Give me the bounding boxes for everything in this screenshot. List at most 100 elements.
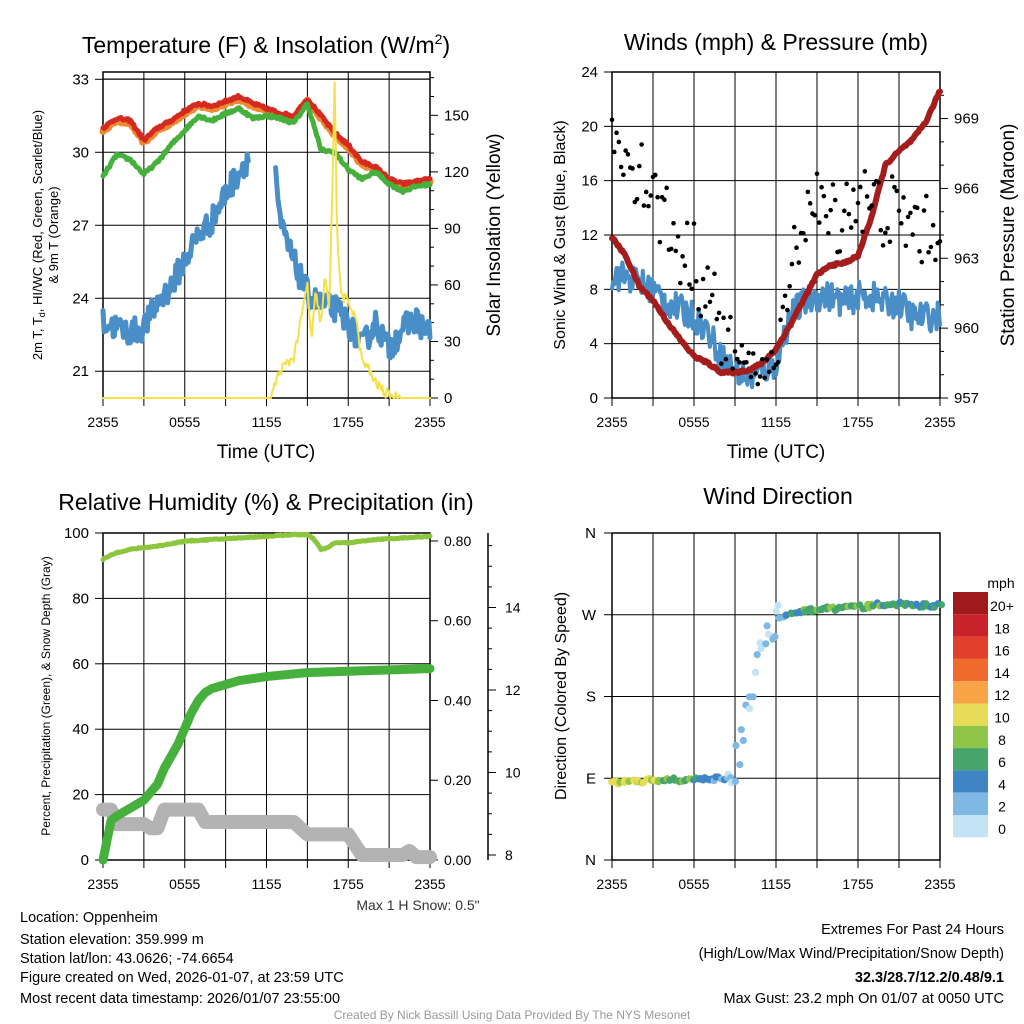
wind-direction-point: [771, 632, 779, 641]
gust-point: [714, 316, 720, 322]
gust-point: [700, 276, 706, 282]
wind-direction-point: [756, 639, 764, 647]
gust-point: [696, 306, 701, 312]
wind-direction-point: [757, 644, 765, 653]
insolation-y-tick-label: 0: [444, 390, 452, 407]
series-td: [100, 151, 251, 346]
legend-swatch: [953, 703, 988, 726]
gust-point: [791, 224, 797, 230]
gust-point: [675, 234, 681, 239]
legend-label: 20+: [990, 598, 1014, 614]
pressure-y-tick-label: 957: [954, 390, 979, 407]
gust-point: [771, 365, 777, 371]
winds-x-tick-label: 1155: [761, 414, 791, 430]
gust-point: [668, 246, 674, 252]
legend-swatch: [953, 725, 988, 749]
gust-point: [780, 304, 786, 310]
wind-direction-point: [764, 630, 773, 638]
gust-point: [816, 220, 822, 225]
legend-swatch: [953, 792, 988, 815]
gust-point: [639, 142, 644, 147]
temperature-y-tick-label: 24: [72, 290, 89, 307]
gust-point: [757, 374, 763, 379]
precip-y-tick-label: 0.80: [444, 533, 471, 549]
humidity-y-tick-label: 60: [72, 656, 89, 673]
legend-label: 14: [994, 665, 1010, 681]
wind-direction-point: [731, 777, 740, 786]
winds-y-tick-label: 12: [581, 227, 598, 244]
gust-point: [876, 180, 881, 185]
gust-point: [898, 221, 904, 226]
gust-point: [832, 197, 838, 203]
pressure-y-tick-label: 963: [954, 250, 979, 267]
snow-depth-y-tick-label: 14: [505, 600, 521, 616]
gust-point: [657, 239, 663, 245]
gust-point: [716, 310, 722, 316]
temperature-y-tick-label: 21: [72, 363, 89, 380]
gust-point: [864, 194, 870, 199]
humidity-y-tick-label: 0: [81, 852, 89, 869]
gust-point: [737, 360, 742, 365]
humidity-x-tick-label: 2355: [414, 876, 445, 892]
gust-point: [785, 307, 790, 313]
gust-point: [689, 286, 695, 292]
legend-label: 16: [994, 643, 1010, 659]
wind-direction-point: [732, 741, 740, 750]
snow-depth-y-tick-label: 8: [505, 847, 513, 863]
gust-point: [837, 249, 843, 254]
legend-label: 6: [998, 754, 1006, 770]
legend-label: 0: [998, 821, 1006, 837]
gust-point: [930, 222, 936, 228]
gust-point: [903, 243, 909, 249]
humidity-x-tick-label: 1755: [333, 876, 364, 892]
gust-point: [762, 375, 767, 381]
gust-point: [778, 317, 783, 323]
legend-swatch: [953, 815, 988, 838]
humidity-y-tick-label: 20: [72, 787, 89, 804]
gust-point: [671, 220, 676, 226]
wind-direction-x-tick-label: 2355: [596, 876, 627, 892]
gust-point: [917, 249, 922, 254]
precip-y-tick-label: 0.40: [444, 692, 471, 708]
gust-point: [801, 231, 806, 236]
wind-direction-point: [762, 640, 770, 648]
gust-point: [616, 139, 622, 145]
snow-depth-y-tick-label: 10: [505, 765, 521, 781]
temperature-x-tick-label: 2355: [414, 414, 445, 430]
legend-label: 10: [994, 710, 1010, 726]
winds-y-tick-label: 20: [581, 118, 598, 135]
temperature-x-axis-label: Time (UTC): [217, 442, 316, 463]
gust-point: [643, 189, 649, 195]
insolation-y-tick-label: 90: [444, 220, 461, 237]
gust-point: [844, 181, 849, 187]
gust-point: [775, 359, 781, 365]
wind-direction-point: [774, 601, 782, 609]
series-station-pressure: [609, 88, 943, 377]
legend-swatch: [953, 614, 988, 637]
gust-point: [769, 349, 774, 355]
gust-point: [618, 164, 624, 170]
gust-point: [871, 182, 877, 187]
wind-direction-point: [753, 651, 761, 659]
gust-point: [814, 171, 820, 177]
gust-point: [796, 260, 802, 265]
gust-point: [896, 208, 902, 214]
location-text: Location: Oppenheim: [20, 910, 158, 926]
gust-point: [933, 257, 938, 263]
wind-direction-x-tick-label: 0555: [678, 876, 709, 892]
legend-title: mph: [987, 575, 1014, 591]
series-hi-wc: [100, 101, 433, 195]
insolation-y-tick-label: 120: [444, 164, 469, 181]
wind-direction-x-tick-label: 2355: [924, 876, 955, 892]
winds-x-axis-label: Time (UTC): [727, 442, 826, 463]
legend-label: 2: [998, 799, 1006, 815]
gust-point: [921, 208, 927, 213]
temperature-y-tick-label: 33: [72, 71, 89, 88]
humidity-y-tick-label: 100: [64, 525, 89, 542]
gust-point: [908, 210, 913, 216]
humidity-y-tick-label: 40: [72, 721, 89, 738]
pressure-y-axis-label: Station Pressure (Maroon): [998, 124, 1019, 347]
gust-point: [634, 196, 640, 202]
temperature-x-tick-label: 0555: [169, 414, 200, 430]
max-gust-text: Max Gust: 23.2 mph On 01/07 at 0050 UTC: [724, 991, 1004, 1007]
